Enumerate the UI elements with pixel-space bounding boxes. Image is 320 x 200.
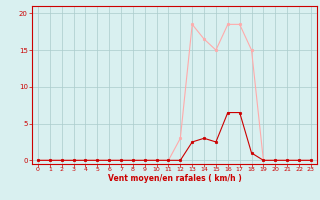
- X-axis label: Vent moyen/en rafales ( km/h ): Vent moyen/en rafales ( km/h ): [108, 174, 241, 183]
